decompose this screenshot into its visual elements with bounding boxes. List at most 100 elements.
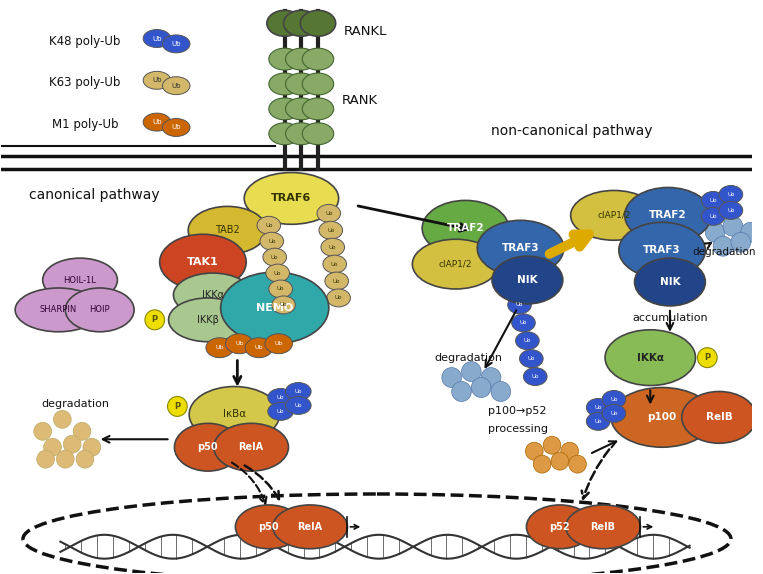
Ellipse shape	[325, 272, 349, 290]
Circle shape	[705, 222, 725, 242]
Circle shape	[76, 450, 94, 468]
Text: accumulation: accumulation	[632, 313, 708, 323]
Text: Ub: Ub	[172, 41, 181, 47]
Text: Ub: Ub	[172, 83, 181, 88]
Ellipse shape	[206, 338, 233, 358]
Text: Ub: Ub	[275, 341, 283, 346]
Circle shape	[713, 236, 733, 256]
Ellipse shape	[268, 402, 294, 420]
Ellipse shape	[269, 98, 301, 120]
Text: p100→p52: p100→p52	[488, 406, 547, 416]
Text: SHARPIN: SHARPIN	[40, 305, 77, 315]
Text: Ub: Ub	[235, 341, 243, 346]
Ellipse shape	[214, 424, 288, 471]
Text: TAK1: TAK1	[187, 257, 219, 267]
Text: P: P	[704, 353, 710, 362]
Text: non-canonical pathway: non-canonical pathway	[491, 124, 652, 138]
Text: Ub: Ub	[727, 208, 735, 213]
Circle shape	[442, 367, 462, 387]
Ellipse shape	[321, 238, 345, 256]
Ellipse shape	[701, 207, 725, 226]
Ellipse shape	[520, 350, 543, 367]
Ellipse shape	[143, 71, 171, 90]
Text: Ub: Ub	[152, 36, 162, 41]
Text: TRAF2: TRAF2	[649, 210, 687, 220]
Ellipse shape	[169, 298, 247, 342]
Ellipse shape	[412, 239, 499, 289]
Ellipse shape	[701, 192, 725, 210]
Ellipse shape	[587, 398, 610, 416]
Circle shape	[56, 450, 74, 468]
Text: p52: p52	[549, 522, 570, 532]
Circle shape	[63, 435, 81, 453]
Text: cIAP1/2: cIAP1/2	[597, 211, 631, 220]
Circle shape	[561, 442, 578, 460]
Ellipse shape	[327, 289, 350, 307]
Ellipse shape	[263, 248, 287, 266]
Text: Ub: Ub	[335, 296, 343, 300]
Text: Ub: Ub	[532, 374, 539, 379]
Text: M1 poly-Ub: M1 poly-Ub	[52, 118, 118, 131]
Circle shape	[43, 439, 61, 456]
Text: Ub: Ub	[710, 198, 717, 203]
Ellipse shape	[523, 367, 547, 386]
Circle shape	[741, 222, 761, 242]
Circle shape	[543, 436, 561, 454]
Ellipse shape	[260, 232, 284, 250]
Text: Ub: Ub	[523, 338, 531, 343]
Ellipse shape	[565, 505, 640, 549]
Ellipse shape	[719, 185, 742, 203]
Ellipse shape	[602, 405, 626, 422]
Ellipse shape	[189, 386, 279, 442]
Text: Ub: Ub	[265, 223, 272, 228]
Text: NIK: NIK	[517, 275, 538, 285]
Ellipse shape	[267, 10, 302, 36]
Circle shape	[731, 232, 751, 252]
Text: TAB2: TAB2	[215, 225, 240, 235]
Text: P: P	[152, 315, 158, 324]
Ellipse shape	[302, 73, 333, 95]
Circle shape	[551, 452, 568, 470]
Text: Ub: Ub	[152, 119, 162, 125]
Circle shape	[568, 455, 587, 473]
Text: P: P	[174, 402, 180, 411]
Text: cIAP1/2: cIAP1/2	[439, 259, 472, 269]
Text: Ub: Ub	[268, 239, 275, 244]
Ellipse shape	[477, 220, 564, 276]
Ellipse shape	[269, 280, 292, 298]
Ellipse shape	[268, 389, 294, 406]
Ellipse shape	[244, 173, 339, 224]
Ellipse shape	[285, 48, 317, 70]
Ellipse shape	[257, 216, 281, 234]
Text: Ub: Ub	[727, 192, 735, 197]
Ellipse shape	[317, 204, 340, 222]
Ellipse shape	[272, 505, 347, 549]
Circle shape	[472, 378, 491, 397]
Circle shape	[526, 442, 543, 460]
Ellipse shape	[605, 330, 696, 386]
Ellipse shape	[245, 338, 272, 358]
Text: RelB: RelB	[706, 412, 732, 422]
Ellipse shape	[163, 35, 190, 53]
Ellipse shape	[323, 255, 346, 273]
Text: K63 poly-Ub: K63 poly-Ub	[50, 76, 121, 90]
Text: TRAF3: TRAF3	[502, 243, 539, 253]
Text: IKKβ: IKKβ	[197, 315, 219, 325]
Text: p100: p100	[648, 412, 677, 422]
Text: Ub: Ub	[274, 270, 282, 276]
Circle shape	[73, 422, 91, 440]
Circle shape	[168, 397, 187, 416]
Text: Ub: Ub	[295, 389, 302, 394]
Text: RelB: RelB	[591, 522, 616, 532]
Ellipse shape	[611, 387, 713, 447]
Ellipse shape	[163, 118, 190, 137]
Text: Ub: Ub	[277, 409, 285, 414]
Ellipse shape	[163, 77, 190, 95]
Text: Ub: Ub	[331, 262, 339, 266]
Text: degradation: degradation	[692, 247, 756, 257]
Ellipse shape	[269, 48, 301, 70]
Text: degradation: degradation	[41, 400, 109, 409]
Circle shape	[34, 422, 52, 440]
Ellipse shape	[236, 505, 302, 549]
Text: Ub: Ub	[527, 356, 535, 361]
